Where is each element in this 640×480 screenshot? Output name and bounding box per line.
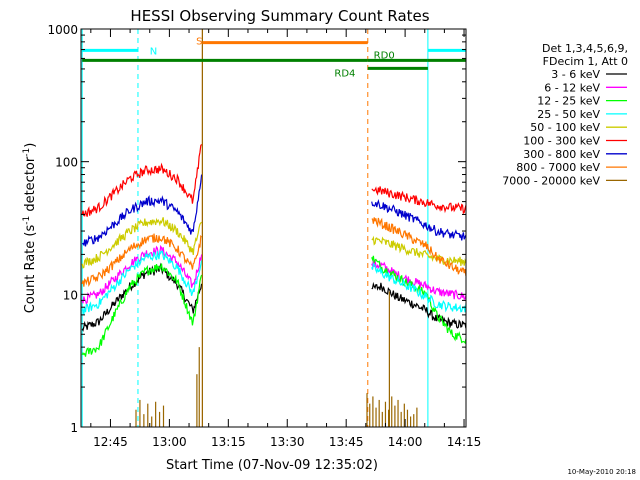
x-tick-label-3: 13:30 (270, 435, 305, 449)
flag-label-s: S (196, 36, 202, 47)
legend-label-3-6-kev: 3 - 6 keV (551, 68, 600, 81)
x-tick-label-4: 13:45 (329, 435, 364, 449)
y-axis-label: Count Rate (s-1 detector-1) (22, 143, 38, 314)
y-axis-label-mid: detector (23, 156, 38, 216)
series-100-300-kev-segment-2 (371, 186, 466, 215)
x-tick-label-6: 14:15 (447, 435, 482, 449)
x-tick-label-1: 13:00 (152, 435, 187, 449)
series-layer (81, 29, 466, 427)
legend-header-1: Det 1,3,4,5,6,9, (542, 42, 628, 55)
footer-timestamp: 10-May-2010 20:18 (567, 468, 636, 476)
legend-label-50-100-kev: 50 - 100 keV (530, 121, 600, 134)
series-12-25-kev-segment-1 (81, 263, 203, 357)
series-300-800-kev-segment-2 (371, 198, 466, 241)
plot-frame (80, 28, 467, 428)
legend-label-800-7000-kev: 800 - 7000 keV (516, 161, 600, 174)
legend-label-100-300-kev: 100 - 300 keV (523, 135, 600, 148)
flag-bar-layer (82, 41, 466, 70)
y-tick-label-base: 1 (70, 421, 78, 435)
series-3-6-kev-segment-2 (371, 281, 466, 329)
series-50-100-kev-segment-1 (81, 217, 203, 269)
legend-label-300-800-kev: 300 - 800 keV (523, 148, 600, 161)
series-300-800-kev-segment-1 (81, 174, 203, 247)
y-axis-label-end: ) (23, 143, 38, 148)
legend-label-25-50-kev: 25 - 50 keV (537, 108, 600, 121)
x-axis-label: Start Time (07-Nov-09 12:35:02) (166, 458, 378, 473)
series-12-25-kev-segment-2 (371, 255, 466, 344)
series-25-50-kev-segment-1 (81, 249, 203, 315)
x-tick-label-2: 13:15 (211, 435, 246, 449)
legend-label-12-25-kev: 12 - 25 keV (537, 95, 600, 108)
y-tick-label-0: 10 (63, 288, 78, 302)
chart-title: HESSI Observing Summary Count Rates (130, 7, 429, 25)
series-100-300-kev-segment-1 (81, 144, 203, 217)
x-tick-label-5: 14:00 (388, 435, 423, 449)
legend: Det 1,3,4,5,6,9, FDecim 1, Att 0 3 - 6 k… (502, 42, 628, 187)
series-800-7000-kev-segment-1 (81, 233, 203, 288)
series-800-7000-kev-segment-2 (371, 217, 466, 276)
vertical-marker-layer (81, 29, 429, 427)
y-tick-label-1: 100 (55, 156, 78, 170)
flag-label-layer: N S RD0 RD4 (150, 36, 395, 79)
flag-label-n: N (150, 46, 157, 57)
x-tick-label-0: 12:45 (93, 435, 128, 449)
series-6-12-kev-segment-1 (81, 244, 203, 305)
series-50-100-kev-segment-2 (371, 235, 466, 267)
legend-header-2: FDecim 1, Att 0 (543, 55, 628, 68)
flag-label-rd0: RD0 (374, 51, 395, 62)
y-axis-ticks: 10 100 1000 1 (47, 23, 466, 435)
y-axis-label-sup2: -1 (22, 148, 32, 157)
series-6-12-kev-segment-2 (371, 259, 466, 300)
flag-label-rd4: RD4 (334, 69, 355, 80)
x-axis-ticks: 12:45 13:00 13:15 13:30 13:45 14:00 14:15 (90, 29, 482, 449)
series-3-6-kev-segment-1 (81, 262, 203, 332)
y-axis-label-main: Count Rate (s (23, 225, 38, 314)
y-axis-label-sup1: -1 (22, 216, 32, 225)
series-25-50-kev-segment-2 (371, 262, 466, 313)
y-tick-label-2: 1000 (47, 23, 78, 37)
legend-label-7000-20000-kev: 7000 - 20000 keV (502, 174, 600, 187)
legend-label-6-12-kev: 6 - 12 keV (544, 81, 600, 94)
